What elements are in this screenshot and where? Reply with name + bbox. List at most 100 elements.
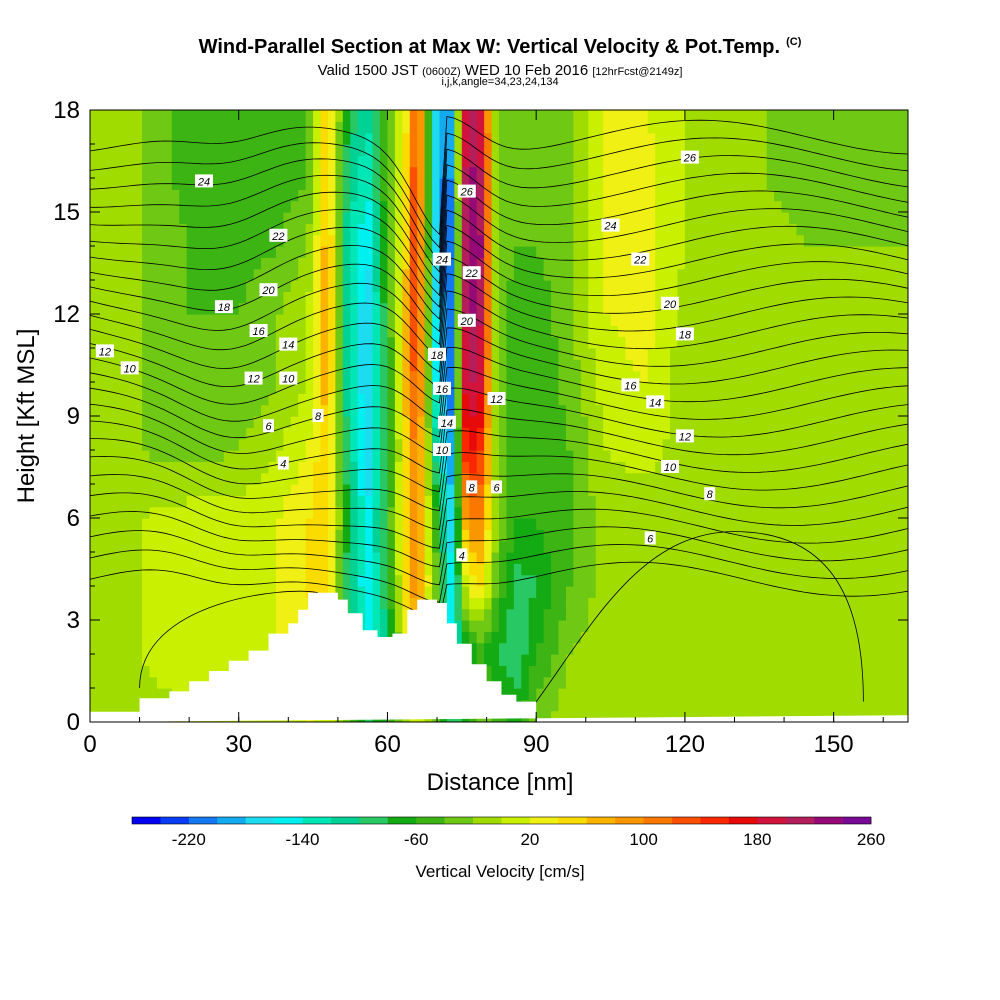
velocity-cell bbox=[104, 484, 113, 496]
velocity-cell bbox=[142, 665, 151, 678]
velocity-cell bbox=[469, 427, 478, 440]
velocity-cell bbox=[647, 461, 656, 474]
velocity-cell bbox=[900, 234, 908, 247]
velocity-cell bbox=[417, 370, 426, 383]
velocity-cell bbox=[736, 597, 745, 610]
velocity-cell bbox=[521, 370, 530, 383]
velocity-cell bbox=[863, 268, 872, 281]
velocity-cell bbox=[402, 450, 411, 462]
velocity-cell bbox=[625, 484, 634, 496]
velocity-cell bbox=[803, 620, 812, 632]
velocity-cell bbox=[216, 336, 225, 349]
velocity-cell bbox=[409, 200, 418, 213]
velocity-cell bbox=[647, 416, 656, 428]
velocity-cell bbox=[223, 631, 232, 644]
velocity-cell bbox=[506, 586, 515, 598]
velocity-cell bbox=[149, 552, 158, 564]
velocity-cell bbox=[446, 608, 455, 621]
velocity-cell bbox=[194, 302, 203, 315]
velocity-cell bbox=[208, 336, 218, 349]
velocity-cell bbox=[506, 280, 515, 292]
velocity-cell bbox=[848, 540, 857, 553]
velocity-cell bbox=[573, 710, 582, 722]
velocity-cell bbox=[104, 608, 113, 621]
velocity-cell bbox=[803, 665, 812, 678]
velocity-cell bbox=[402, 359, 411, 372]
velocity-cell bbox=[238, 416, 247, 428]
velocity-cell bbox=[841, 484, 850, 496]
velocity-cell bbox=[134, 382, 143, 394]
velocity-cell bbox=[208, 495, 218, 508]
velocity-cell bbox=[736, 427, 745, 440]
velocity-cell bbox=[112, 427, 121, 440]
velocity-cell bbox=[506, 597, 515, 610]
velocity-cell bbox=[298, 450, 307, 462]
velocity-cell bbox=[365, 608, 374, 621]
velocity-cell bbox=[595, 370, 604, 383]
velocity-cell bbox=[774, 234, 783, 247]
velocity-cell bbox=[513, 257, 522, 270]
velocity-cell bbox=[380, 495, 389, 508]
velocity-cell bbox=[253, 552, 262, 564]
velocity-cell bbox=[900, 302, 908, 315]
velocity-cell bbox=[736, 348, 745, 360]
velocity-cell bbox=[558, 495, 567, 508]
velocity-cell bbox=[603, 404, 612, 417]
velocity-cell bbox=[573, 495, 582, 508]
velocity-cell bbox=[372, 314, 381, 326]
velocity-cell bbox=[142, 336, 151, 349]
velocity-cell bbox=[781, 506, 790, 519]
velocity-cell bbox=[751, 370, 760, 383]
velocity-cell bbox=[127, 518, 136, 530]
velocity-cell bbox=[736, 676, 745, 689]
velocity-cell bbox=[506, 665, 515, 678]
velocity-cell bbox=[603, 382, 612, 394]
velocity-cell bbox=[112, 597, 121, 610]
velocity-cell bbox=[536, 280, 545, 292]
velocity-cell bbox=[573, 506, 582, 519]
velocity-cell bbox=[625, 257, 634, 270]
velocity-cell bbox=[432, 461, 441, 474]
velocity-cell bbox=[781, 246, 790, 258]
velocity-cell bbox=[818, 336, 827, 349]
velocity-cell bbox=[402, 314, 411, 326]
velocity-cell bbox=[759, 325, 768, 338]
velocity-cell bbox=[104, 438, 113, 451]
velocity-cell bbox=[558, 291, 567, 304]
velocity-cell bbox=[208, 472, 218, 485]
velocity-cell bbox=[632, 620, 641, 632]
velocity-cell bbox=[855, 416, 864, 428]
velocity-cell bbox=[417, 450, 426, 462]
velocity-cell bbox=[580, 642, 589, 655]
velocity-cell bbox=[536, 302, 545, 315]
velocity-cell bbox=[194, 382, 203, 394]
velocity-cell bbox=[290, 302, 299, 315]
velocity-cell bbox=[171, 393, 180, 406]
velocity-cell bbox=[841, 212, 850, 224]
velocity-cell bbox=[305, 348, 314, 360]
velocity-cell bbox=[699, 314, 708, 326]
velocity-cell bbox=[461, 450, 470, 462]
velocity-cell bbox=[841, 654, 850, 666]
velocity-cell bbox=[335, 506, 344, 519]
velocity-cell bbox=[194, 665, 203, 678]
velocity-cell bbox=[855, 608, 864, 621]
velocity-cell bbox=[759, 257, 768, 270]
velocity-cell bbox=[677, 393, 686, 406]
velocity-cell bbox=[707, 359, 716, 372]
velocity-cell bbox=[826, 325, 835, 338]
velocity-cell bbox=[305, 461, 314, 474]
velocity-cell bbox=[766, 461, 775, 474]
velocity-cell bbox=[707, 574, 716, 587]
velocity-cell bbox=[246, 495, 255, 508]
velocity-cell bbox=[647, 223, 656, 236]
velocity-cell bbox=[692, 710, 701, 722]
velocity-cell bbox=[722, 495, 731, 508]
velocity-cell bbox=[491, 427, 500, 440]
velocity-cell bbox=[461, 484, 470, 496]
velocity-cell bbox=[558, 472, 567, 485]
velocity-cell bbox=[313, 246, 322, 258]
velocity-cell bbox=[751, 563, 760, 576]
velocity-cell bbox=[863, 280, 872, 292]
velocity-cell bbox=[885, 416, 894, 428]
